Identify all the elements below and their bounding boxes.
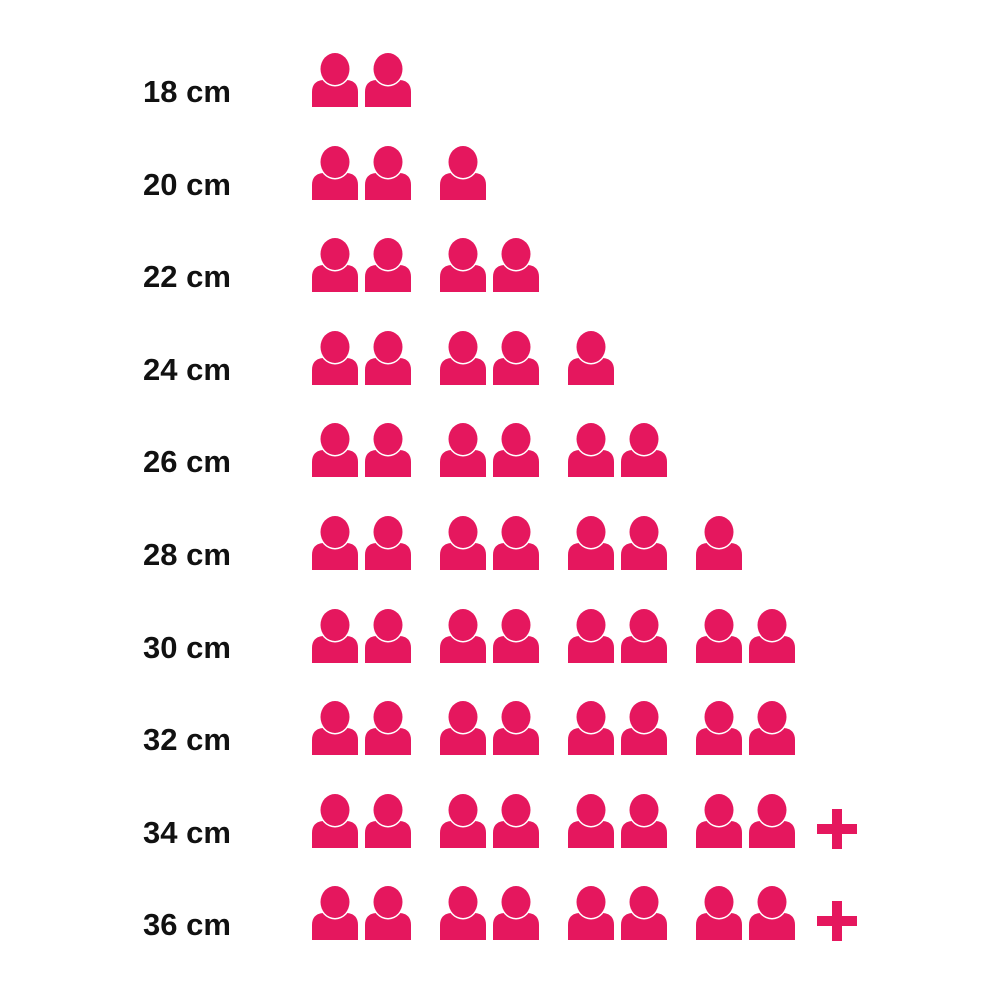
category-label: 20 cm <box>143 166 231 202</box>
plus-icon <box>817 901 857 942</box>
person-icon <box>312 514 358 570</box>
person-icon <box>749 792 795 848</box>
category-label: 26 cm <box>143 444 231 480</box>
person-icon <box>312 699 358 756</box>
chart-row: 24 cm <box>0 329 1000 390</box>
person-icon <box>365 884 411 941</box>
person-icon <box>621 699 667 756</box>
person-icon <box>312 329 358 385</box>
person-icon <box>493 792 539 848</box>
person-icon <box>365 51 411 107</box>
category-label: 28 cm <box>143 537 231 572</box>
person-icon <box>312 421 358 478</box>
person-icon <box>365 792 411 848</box>
person-icon <box>440 236 486 293</box>
person-icon <box>493 421 539 478</box>
person-icon <box>440 792 486 848</box>
person-icon <box>312 884 358 941</box>
chart-row: 18 cm <box>0 51 1000 112</box>
person-icon <box>568 329 614 385</box>
person-icon <box>365 514 411 570</box>
person-icon <box>365 699 411 756</box>
person-icon <box>568 514 614 570</box>
person-icon <box>749 699 795 756</box>
person-icon <box>568 792 614 848</box>
person-icon <box>568 699 614 756</box>
category-label: 24 cm <box>143 351 231 387</box>
person-icon <box>568 607 614 663</box>
person-icon <box>440 884 486 941</box>
person-icon <box>621 421 667 478</box>
person-icon <box>696 607 742 663</box>
person-icon <box>312 607 358 663</box>
chart-row: 36 cm <box>0 884 1000 945</box>
person-icon <box>365 607 411 663</box>
person-icon <box>493 236 539 293</box>
person-icon <box>493 699 539 756</box>
plus-icon <box>817 808 857 849</box>
person-icon <box>621 884 667 941</box>
person-icon <box>312 792 358 848</box>
person-icon <box>365 329 411 385</box>
person-icon <box>621 607 667 663</box>
category-label: 22 cm <box>143 259 231 295</box>
person-icon <box>365 421 411 478</box>
chart-row: 22 cm <box>0 236 1000 297</box>
person-icon <box>696 792 742 848</box>
person-icon <box>312 51 358 107</box>
category-label: 18 cm <box>143 74 231 109</box>
category-label: 34 cm <box>143 814 231 850</box>
chart-row: 34 cm <box>0 792 1000 853</box>
category-label: 30 cm <box>143 629 231 665</box>
chart-row: 26 cm <box>0 421 1000 482</box>
person-icon <box>568 884 614 941</box>
person-icon <box>749 884 795 941</box>
person-icon <box>568 421 614 478</box>
person-icon <box>493 329 539 385</box>
person-icon <box>621 792 667 848</box>
chart-row: 28 cm <box>0 514 1000 575</box>
person-icon <box>440 699 486 756</box>
person-icon <box>440 144 486 200</box>
person-icon <box>621 514 667 570</box>
chart-row: 32 cm <box>0 699 1000 760</box>
person-icon <box>312 236 358 293</box>
person-icon <box>493 514 539 570</box>
person-icon <box>696 884 742 941</box>
person-icon <box>493 607 539 663</box>
chart-row: 30 cm <box>0 607 1000 668</box>
category-label: 36 cm <box>143 907 231 943</box>
chart-row: 20 cm <box>0 144 1000 205</box>
person-icon <box>696 699 742 756</box>
person-icon <box>365 236 411 293</box>
person-icon <box>749 607 795 663</box>
category-label: 32 cm <box>143 722 231 758</box>
person-icon <box>440 607 486 663</box>
person-icon <box>440 514 486 570</box>
person-icon <box>440 329 486 385</box>
person-icon <box>493 884 539 941</box>
person-icon <box>440 421 486 478</box>
person-icon <box>312 144 358 200</box>
person-icon <box>365 144 411 200</box>
person-icon <box>696 514 742 570</box>
